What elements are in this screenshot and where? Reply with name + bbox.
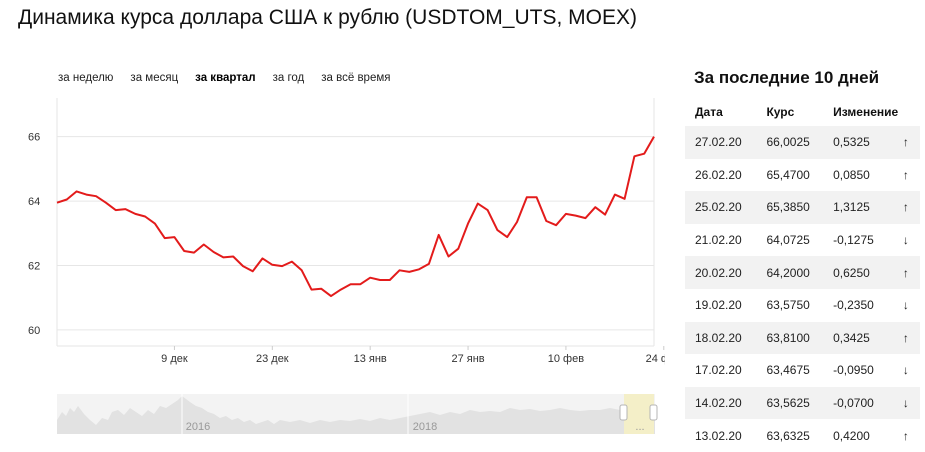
y-tick-label: 60 [28,325,40,337]
cell-date: 18.02.20 [685,322,766,355]
y-axis-labels: 60 62 64 66 [28,132,40,337]
arrow-down-icon: ↓ [892,289,920,322]
x-tick-label: 13 янв [354,353,387,365]
arrow-up-icon: ↑ [892,191,920,224]
cell-rate: 65,4700 [766,159,833,192]
cell-date: 25.02.20 [685,191,766,224]
x-axis-labels: 9 дек 23 дек 13 янв 27 янв 10 фев 24 фев [161,346,665,365]
cell-date: 14.02.20 [685,387,766,420]
table-header-row: Дата Курс Изменение [685,98,920,126]
arrow-up-icon: ↑ [892,256,920,289]
y-tick-label: 62 [28,260,40,272]
cell-change: -0,0700 [833,387,892,420]
cell-date: 26.02.20 [685,159,766,192]
chart-series [57,137,654,297]
cell-rate: 65,3850 [766,191,833,224]
column-header-date: Дата [685,98,766,126]
navigator-label: 2016 [186,421,210,433]
cell-rate: 63,4675 [766,354,833,387]
range-navigator[interactable]: ... 2016 2018 [57,394,657,434]
period-quarter[interactable]: за квартал [195,72,255,84]
table-title: За последние 10 дней [694,68,879,88]
arrow-down-icon: ↓ [892,224,920,257]
series-line [57,137,654,297]
page-title: Динамика курса доллара США к рублю (USDT… [18,6,637,30]
period-all-time[interactable]: за всё время [321,72,390,84]
column-header-rate: Курс [766,98,833,126]
cell-change: -0,1275 [833,224,892,257]
period-selector: за неделю за месяц за квартал за год за … [58,72,391,84]
navigator-right-handle[interactable] [650,405,657,420]
period-week[interactable]: за неделю [58,72,113,84]
cell-change: 0,6250 [833,256,892,289]
arrow-up-icon: ↑ [892,126,920,159]
navigator-label: 2018 [413,421,437,433]
cell-change: 0,0850 [833,159,892,192]
y-tick-label: 64 [28,196,40,208]
arrow-down-icon: ↓ [892,354,920,387]
cell-change: -0,0950 [833,354,892,387]
cell-change: 0,5325 [833,126,892,159]
x-tick-label: 24 фев [646,353,665,365]
cell-date: 21.02.20 [685,224,766,257]
cell-rate: 63,8100 [766,322,833,355]
navigator-ellipsis: ... [635,421,644,433]
x-tick-label: 23 дек [256,353,289,365]
arrow-up-icon: ↑ [892,419,920,452]
column-header-change: Изменение [833,98,920,126]
rate-chart[interactable]: 60 62 64 66 9 дек 23 дек 13 янв 27 янв 10 фев 24… [0,90,665,440]
chart-gridlines [57,98,654,346]
arrow-up-icon: ↑ [892,322,920,355]
cell-change: 0,4200 [833,419,892,452]
cell-date: 20.02.20 [685,256,766,289]
cell-rate: 64,0725 [766,224,833,257]
cell-rate: 64,2000 [766,256,833,289]
cell-change: -0,2350 [833,289,892,322]
cell-rate: 63,5625 [766,387,833,420]
cell-change: 1,3125 [833,191,892,224]
cell-date: 19.02.20 [685,289,766,322]
cell-rate: 63,6325 [766,419,833,452]
cell-rate: 63,5750 [766,289,833,322]
cell-rate: 66,0025 [766,126,833,159]
period-month[interactable]: за месяц [130,72,178,84]
period-year[interactable]: за год [273,72,305,84]
cell-date: 17.02.20 [685,354,766,387]
x-tick-label: 27 янв [451,353,484,365]
arrow-down-icon: ↓ [892,387,920,420]
cell-date: 13.02.20 [685,419,766,452]
arrow-up-icon: ↑ [892,159,920,192]
cell-change: 0,3425 [833,322,892,355]
x-tick-label: 9 дек [161,353,188,365]
cell-date: 27.02.20 [685,126,766,159]
y-tick-label: 66 [28,132,40,144]
navigator-left-handle[interactable] [620,405,627,420]
x-tick-label: 10 фев [548,353,584,365]
